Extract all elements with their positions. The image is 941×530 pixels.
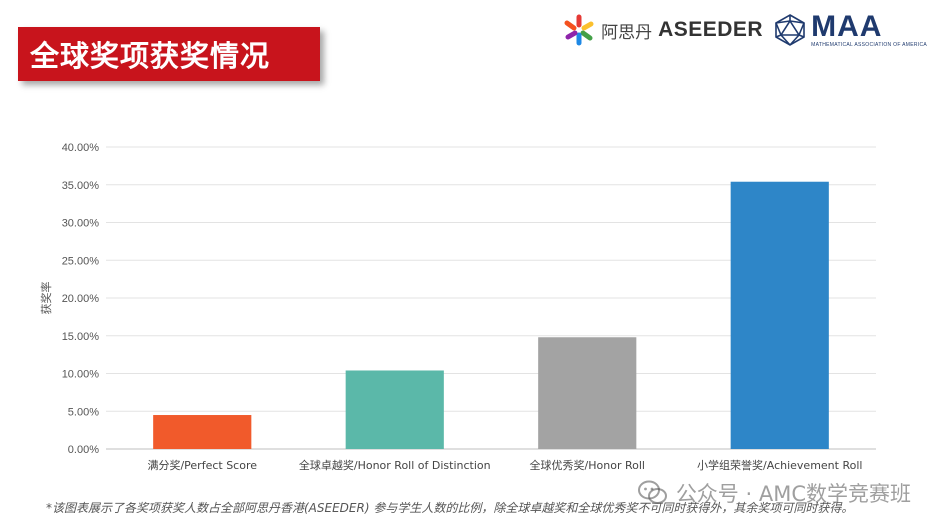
chart-footnote: *该图表展示了各奖项获奖人数占全部阿思丹香港(ASEEDER) 参与学生人数的比… — [46, 501, 854, 515]
y-tick-label: 15.00% — [62, 331, 100, 343]
title-banner: 全球奖项获奖情况 — [18, 27, 320, 81]
y-tick-label: 30.00% — [62, 218, 100, 230]
y-tick-label: 10.00% — [62, 369, 100, 381]
maa-logo-subtext: MATHEMATICAL ASSOCIATION OF AMERICA — [811, 42, 927, 48]
bar-4 — [730, 181, 829, 450]
x-tick-label: 小学组荣誉奖/Achievement Roll — [697, 458, 862, 472]
maa-logo-text: MAA — [811, 10, 883, 43]
aseeder-logo-text: ASEEDER — [658, 18, 764, 41]
asi-star-icon — [564, 14, 594, 46]
y-tick-label: 0.00% — [68, 444, 99, 456]
maa-logo: MAA MATHEMATICAL ASSOCIATION OF AMERICA — [773, 12, 927, 48]
y-axis-ticks: 0.00% 5.00% 10.00% 15.00% 20.00% 25.00% 30.00%… — [62, 142, 100, 456]
bar-3 — [538, 337, 637, 449]
x-tick-label: 满分奖/Perfect Score — [147, 458, 257, 472]
x-tick-label: 全球优秀奖/Honor Roll — [530, 458, 645, 472]
y-tick-label: 20.00% — [62, 293, 100, 305]
watermark: 公众号 · AMC数学竞赛班 — [637, 478, 911, 508]
maa-icosahedron-icon — [775, 14, 805, 46]
y-tick-label: 5.00% — [68, 406, 99, 418]
asi-logo-text: 阿思丹 — [601, 22, 653, 43]
chart-bars — [153, 181, 829, 450]
page-title: 全球奖项获奖情况 — [30, 39, 271, 73]
x-tick-label: 全球卓越奖/Honor Roll of Distinction — [299, 458, 491, 472]
y-tick-label: 40.00% — [62, 142, 100, 154]
y-tick-label: 35.00% — [62, 180, 100, 192]
bar-2 — [345, 370, 444, 449]
x-axis-ticks: 满分奖/Perfect Score 全球卓越奖/Honor Roll of Dis… — [147, 458, 862, 472]
logo-area: 阿思丹 ASEEDER MAA MATHEMATICAL ASSOCIATION… — [563, 8, 927, 52]
bar-1 — [153, 415, 252, 449]
wechat-icon — [637, 480, 667, 504]
y-tick-label: 25.00% — [62, 255, 100, 267]
y-axis-label: 获奖率 — [39, 282, 53, 315]
asi-logo: 阿思丹 ASEEDER — [563, 14, 763, 46]
watermark-text: 公众号 · AMC数学竞赛班 — [675, 482, 911, 506]
